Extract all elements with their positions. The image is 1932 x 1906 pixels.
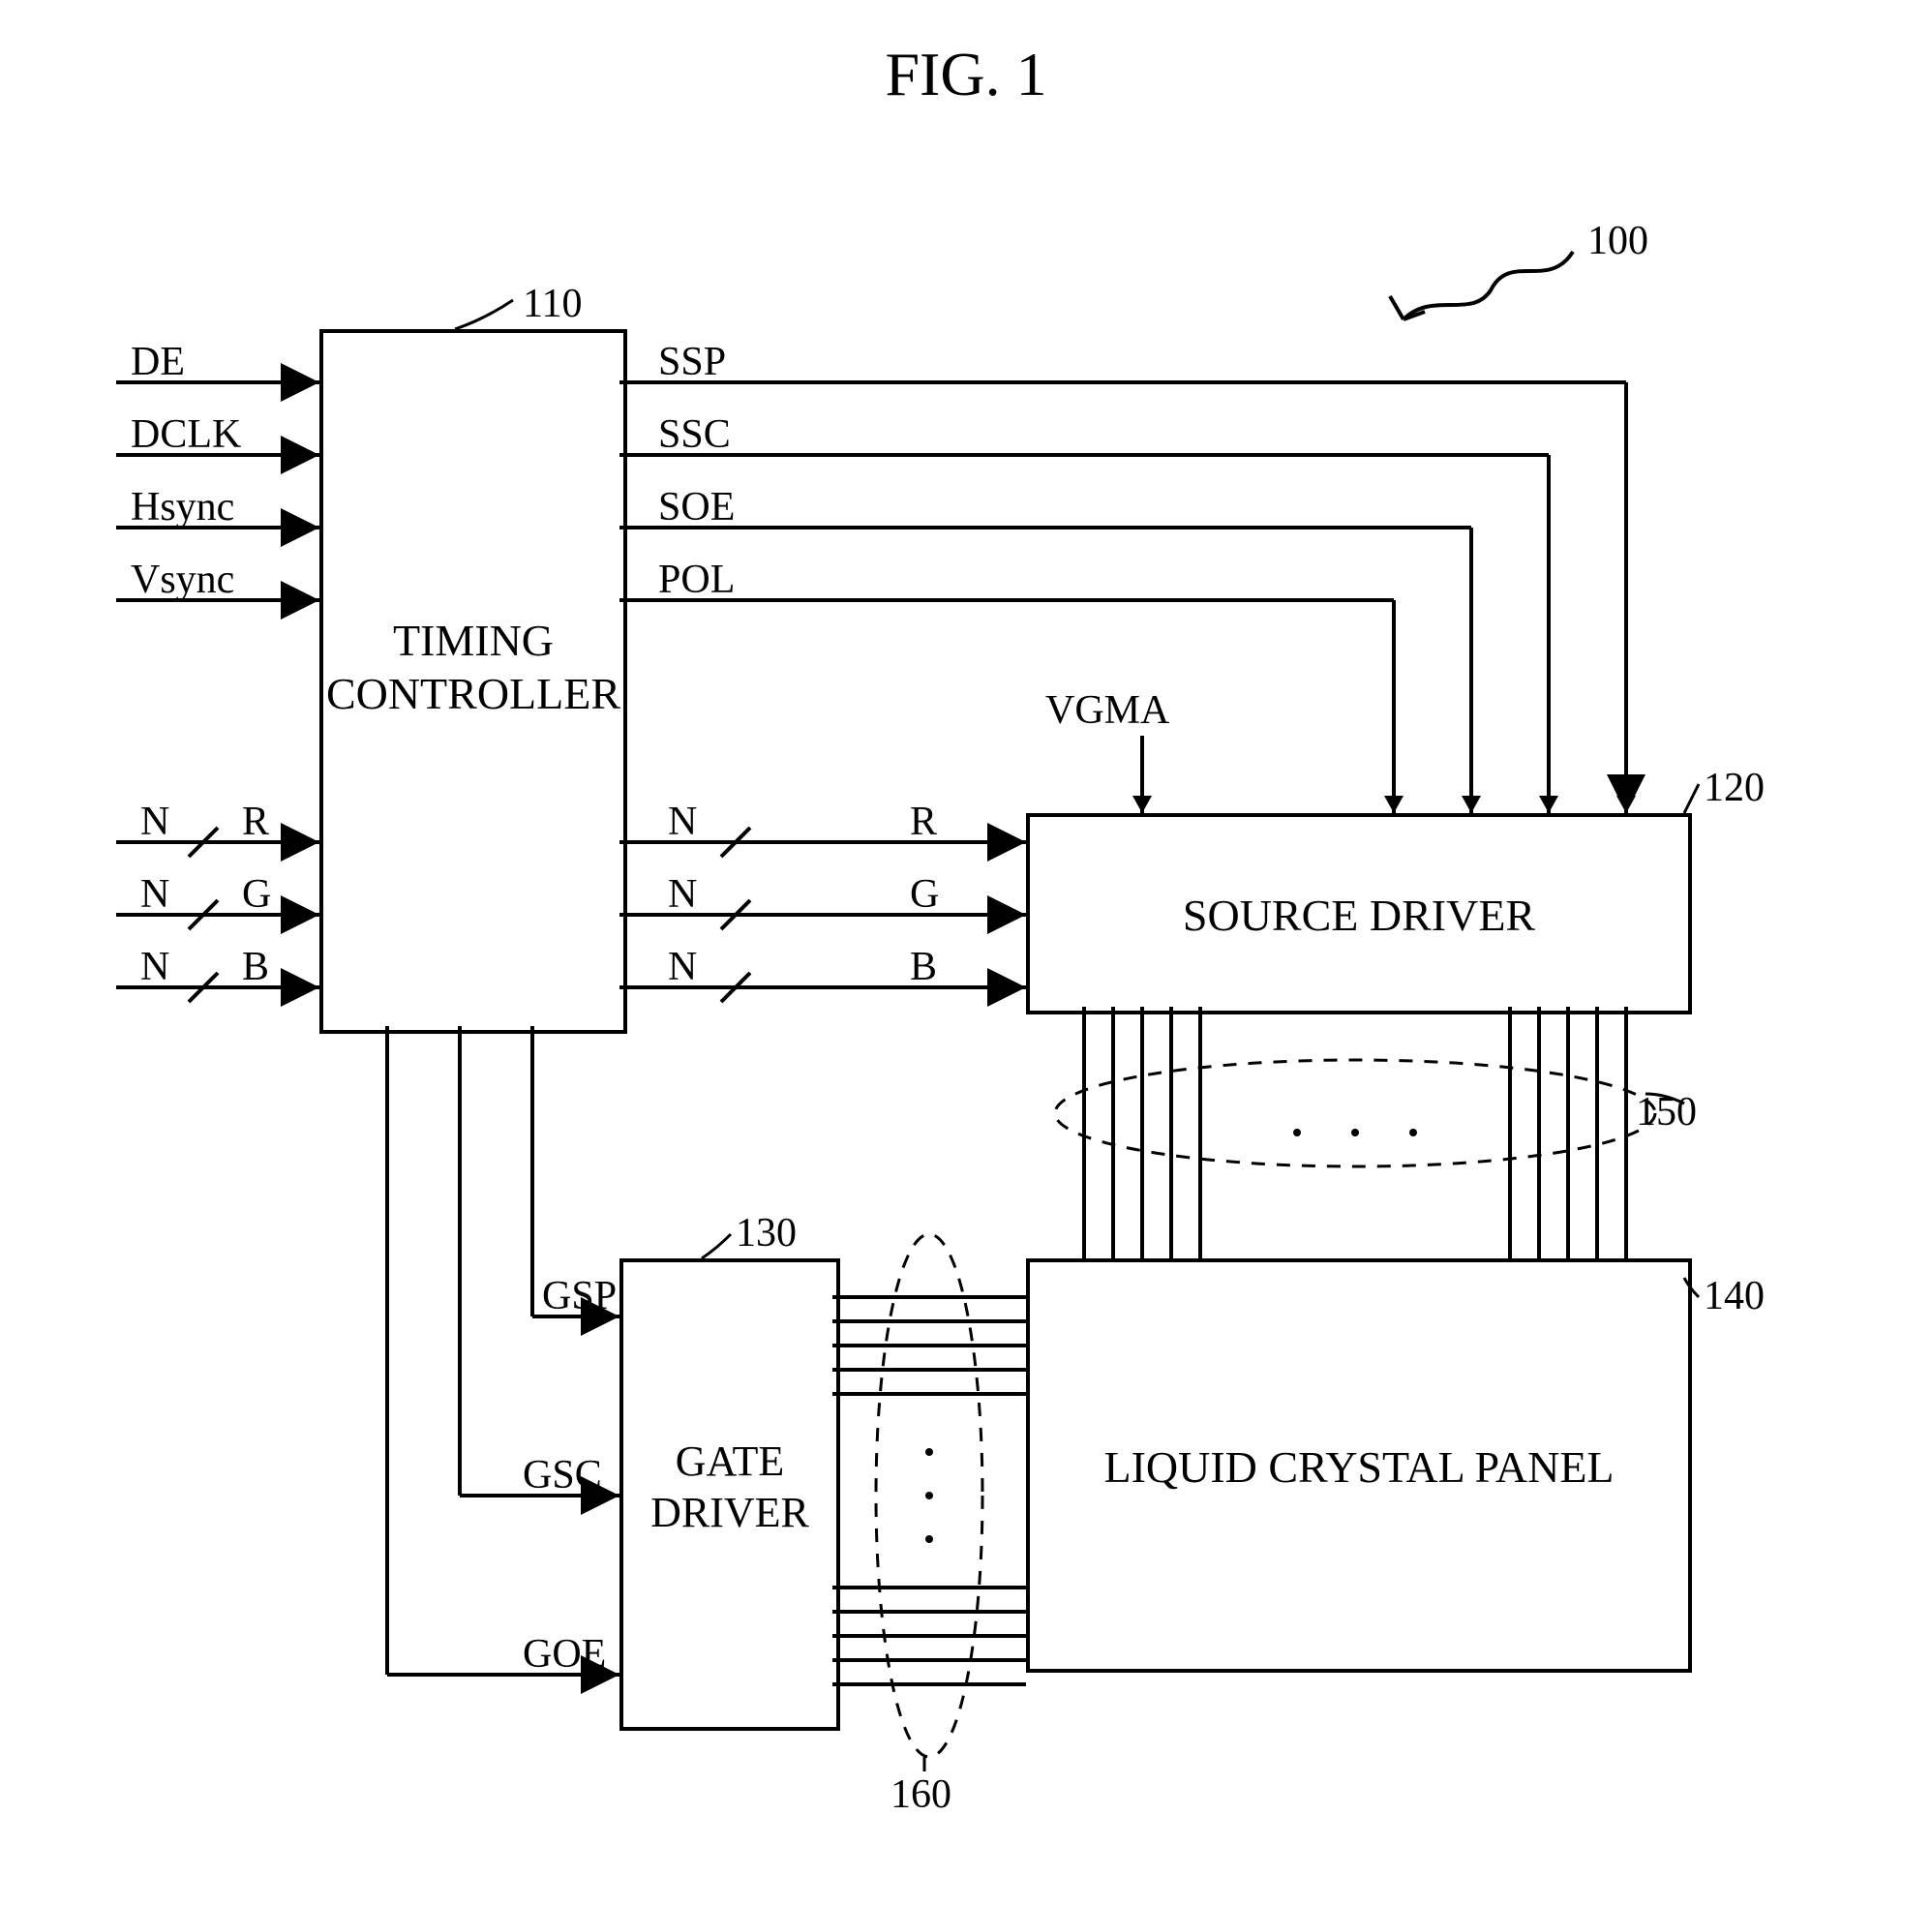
sig-DE: DE: [131, 339, 185, 385]
sig-N-G-c: G: [242, 871, 271, 918]
sig-VGMA: VGMA: [1045, 687, 1169, 734]
sig-GSP: GSP: [542, 1273, 617, 1319]
sig-DCLK: DCLK: [131, 411, 241, 458]
sig2-N-B-c: B: [910, 944, 937, 990]
sig2-N-G-n: N: [668, 871, 697, 918]
sig-N-R-n: N: [140, 799, 169, 845]
sig2-N-R-c: R: [910, 799, 937, 845]
sig-N-B-c: B: [242, 944, 269, 990]
sig-GOE: GOE: [523, 1631, 606, 1678]
sig-POL: POL: [658, 557, 735, 603]
wiring-svg: [0, 0, 1932, 1906]
sig-SSP: SSP: [658, 339, 726, 385]
sig-N-B-n: N: [140, 944, 169, 990]
sig-Hsync: Hsync: [131, 484, 234, 530]
sig2-N-G-c: G: [910, 871, 939, 918]
sig2-N-B-n: N: [668, 944, 697, 990]
sig-SOE: SOE: [658, 484, 735, 530]
sig-GSC: GSC: [523, 1452, 602, 1498]
sig-SSC: SSC: [658, 411, 731, 458]
sig-Vsync: Vsync: [131, 557, 234, 603]
sig-N-G-n: N: [140, 871, 169, 918]
sig-N-R-c: R: [242, 799, 269, 845]
sig2-N-R-n: N: [668, 799, 697, 845]
